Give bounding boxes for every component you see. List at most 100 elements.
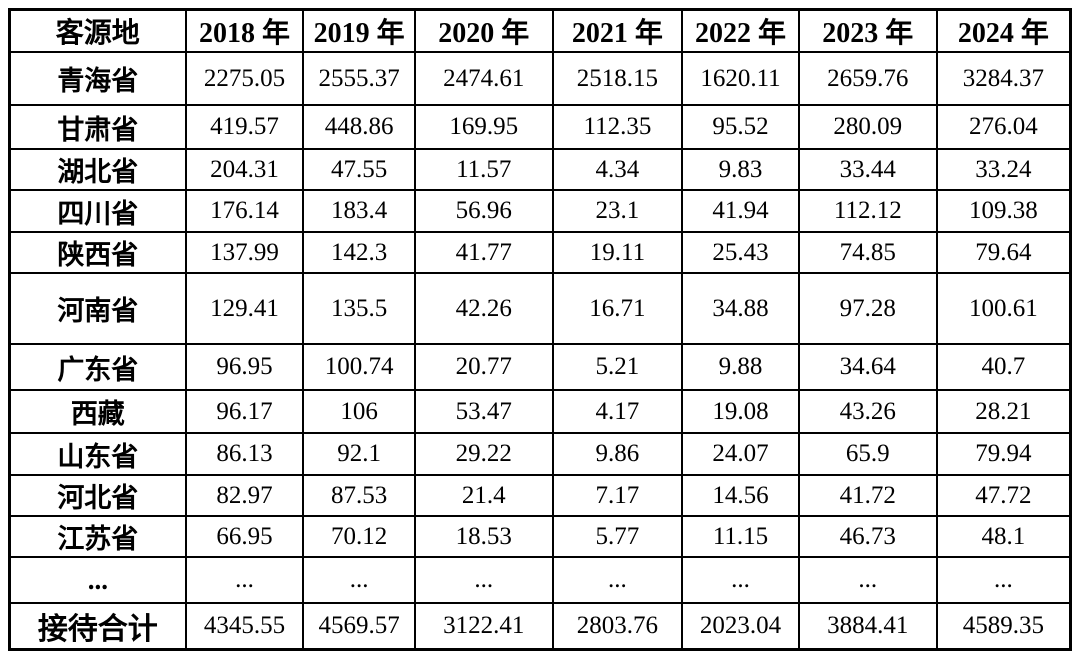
data-cell: 7.17 [551,474,684,517]
table-row: 湖北省 204.31 47.55 11.57 4.34 9.83 33.44 3… [8,148,1072,191]
data-cell: 2659.76 [797,51,938,106]
data-cell: 23.1 [551,189,684,233]
data-cell: 33.24 [935,148,1072,191]
data-cell: 109.38 [935,189,1072,233]
data-cell: 56.96 [413,189,554,233]
data-cell: 419.57 [184,104,305,150]
data-cell: 29.22 [413,432,554,476]
data-cell: 169.95 [413,104,554,150]
data-cell: 129.41 [184,272,305,345]
data-cell: 41.94 [681,189,800,233]
data-cell: 112.35 [551,104,684,150]
data-cell: 11.57 [413,148,554,191]
row-label: 山东省 [8,432,187,476]
table-row: 青海省 2275.05 2555.37 2474.61 2518.15 1620… [8,51,1072,106]
row-label: 河北省 [8,474,187,517]
column-header-2019: 2019 年 [302,8,416,53]
data-cell: 2518.15 [551,51,684,106]
data-cell: 40.7 [935,343,1072,391]
row-label: 陕西省 [8,231,187,274]
data-cell: 3284.37 [935,51,1072,106]
table-row-ellipsis: ... ... ... ... ... ... ... ... [8,556,1072,604]
data-cell: 1620.11 [681,51,800,106]
data-cell: 137.99 [184,231,305,274]
column-header-source: 客源地 [8,8,187,53]
column-header-2018: 2018 年 [184,8,305,53]
data-cell: 65.9 [797,432,938,476]
data-cell: 19.11 [551,231,684,274]
data-cell: 33.44 [797,148,938,191]
data-cell: 95.52 [681,104,800,150]
data-cell: 79.94 [935,432,1072,476]
data-cell: 106 [302,389,416,434]
table-row: 广东省 96.95 100.74 20.77 5.21 9.88 34.64 4… [8,343,1072,391]
data-cell: ... [935,556,1072,604]
data-cell: 4.17 [551,389,684,434]
data-cell: 28.21 [935,389,1072,434]
data-cell: 48.1 [935,515,1072,558]
data-cell: 112.12 [797,189,938,233]
data-cell: 47.72 [935,474,1072,517]
data-cell: 96.95 [184,343,305,391]
data-cell: 9.88 [681,343,800,391]
data-cell: 100.61 [935,272,1072,345]
data-cell: 34.64 [797,343,938,391]
table-row: 河北省 82.97 87.53 21.4 7.17 14.56 41.72 47… [8,474,1072,517]
column-header-2021: 2021 年 [551,8,684,53]
data-cell: 448.86 [302,104,416,150]
tourist-source-table: 客源地 2018 年 2019 年 2020 年 2021 年 2022 年 2… [8,8,1072,651]
data-cell: 276.04 [935,104,1072,150]
data-cell: 70.12 [302,515,416,558]
data-cell: 9.83 [681,148,800,191]
data-cell: 25.43 [681,231,800,274]
table-row: 甘肃省 419.57 448.86 169.95 112.35 95.52 28… [8,104,1072,150]
data-cell: 204.31 [184,148,305,191]
data-cell: 21.4 [413,474,554,517]
data-cell: 5.21 [551,343,684,391]
data-cell: ... [551,556,684,604]
data-cell: 176.14 [184,189,305,233]
data-cell: 20.77 [413,343,554,391]
data-cell: 100.74 [302,343,416,391]
row-label: 四川省 [8,189,187,233]
row-label: 湖北省 [8,148,187,191]
data-cell: ... [302,556,416,604]
column-header-2024: 2024 年 [935,8,1072,53]
data-cell: 47.55 [302,148,416,191]
data-cell: 280.09 [797,104,938,150]
data-cell: 96.17 [184,389,305,434]
data-cell: 183.4 [302,189,416,233]
data-cell: 142.3 [302,231,416,274]
data-cell: ... [797,556,938,604]
data-cell: 92.1 [302,432,416,476]
column-header-2022: 2022 年 [681,8,800,53]
table-row: 河南省 129.41 135.5 42.26 16.71 34.88 97.28… [8,272,1072,345]
data-cell: 2474.61 [413,51,554,106]
table-row: 四川省 176.14 183.4 56.96 23.1 41.94 112.12… [8,189,1072,233]
row-label: 江苏省 [8,515,187,558]
data-cell: ... [413,556,554,604]
row-label-total: 接待合计 [8,602,187,651]
column-header-2020: 2020 年 [413,8,554,53]
data-cell: 41.77 [413,231,554,274]
data-cell: ... [681,556,800,604]
table-row: 陕西省 137.99 142.3 41.77 19.11 25.43 74.85… [8,231,1072,274]
data-cell: 87.53 [302,474,416,517]
data-cell: 4569.57 [302,602,416,651]
table-row: 山东省 86.13 92.1 29.22 9.86 24.07 65.9 79.… [8,432,1072,476]
data-cell: 135.5 [302,272,416,345]
data-cell: 18.53 [413,515,554,558]
data-cell: 14.56 [681,474,800,517]
data-cell: 16.71 [551,272,684,345]
data-cell: 46.73 [797,515,938,558]
data-cell: 2555.37 [302,51,416,106]
data-cell: 5.77 [551,515,684,558]
row-label: 青海省 [8,51,187,106]
data-cell: 34.88 [681,272,800,345]
data-cell: 43.26 [797,389,938,434]
row-label: 河南省 [8,272,187,345]
data-cell: 42.26 [413,272,554,345]
header-row: 客源地 2018 年 2019 年 2020 年 2021 年 2022 年 2… [8,8,1072,53]
data-cell: 19.08 [681,389,800,434]
